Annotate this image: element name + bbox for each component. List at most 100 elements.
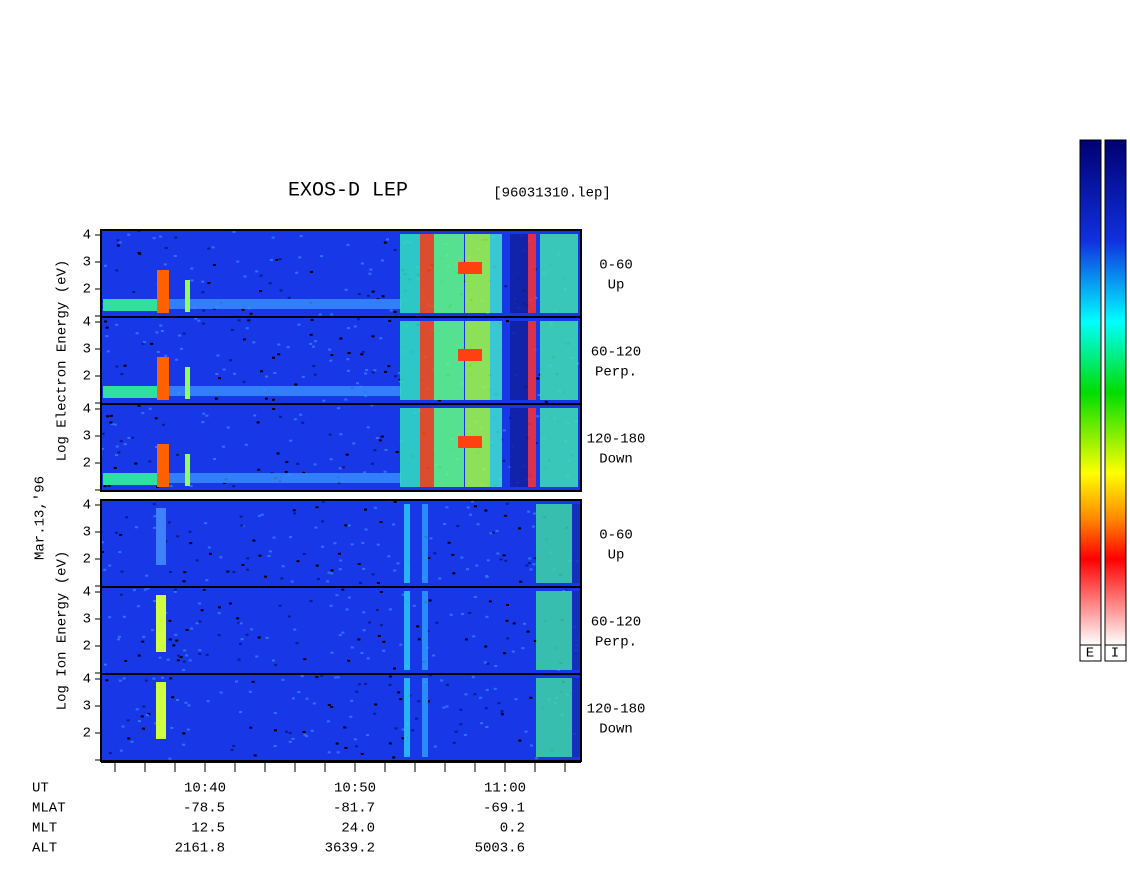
spectrogram-noise xyxy=(178,334,182,337)
spectrogram-noise xyxy=(142,705,146,708)
spectrogram-noise xyxy=(438,577,442,580)
spectrogram-noise xyxy=(363,471,367,474)
spectrogram-noise xyxy=(137,720,141,723)
spectrogram-noise xyxy=(155,331,159,334)
spectrogram-noise xyxy=(135,332,139,335)
spectrogram-noise xyxy=(273,711,277,714)
spectrogram-noise xyxy=(466,568,470,571)
spectrogram-noise xyxy=(327,751,331,754)
ephemeris-value: 2161.8 xyxy=(175,841,225,857)
panel-frame xyxy=(100,403,582,492)
date: Mar.13,'96 xyxy=(33,476,49,560)
spectrogram-noise xyxy=(265,375,269,378)
spectrogram-noise xyxy=(137,654,141,657)
spectrogram-noise xyxy=(433,552,437,555)
spectrogram-noise xyxy=(124,659,128,662)
spectrogram-noise xyxy=(362,567,366,570)
spectrogram-noise xyxy=(347,524,351,527)
spectrogram-noise xyxy=(182,332,186,335)
spectrogram-noise xyxy=(536,377,540,380)
spectrogram-noise xyxy=(187,704,191,707)
spectrogram-noise xyxy=(489,532,493,535)
spectrogram-noise xyxy=(396,562,400,565)
spectrogram-band xyxy=(400,234,420,313)
spectrogram-noise xyxy=(449,613,453,616)
spectrogram-noise xyxy=(499,558,503,561)
spectrogram-noise xyxy=(123,443,127,446)
spectrogram-noise xyxy=(246,557,250,560)
spectrogram-noise xyxy=(471,676,475,679)
spectrogram-noise xyxy=(288,731,292,734)
spectrogram-noise xyxy=(109,414,113,417)
spectrogram-noise xyxy=(156,350,160,353)
spectrogram-band xyxy=(540,408,578,487)
spectrogram-noise xyxy=(154,722,158,725)
spectrogram-noise xyxy=(375,609,379,612)
spectrogram-noise xyxy=(294,383,298,386)
spectrogram-noise xyxy=(176,535,180,538)
spectrogram-noise xyxy=(110,422,114,425)
spectrogram-noise xyxy=(345,453,349,456)
spectrogram-noise xyxy=(445,705,449,708)
spectrogram-noise xyxy=(249,726,253,729)
spectrogram xyxy=(101,587,581,674)
spectrogram-burst xyxy=(157,357,169,400)
spectrogram xyxy=(101,500,581,587)
spectrogram-noise xyxy=(160,676,164,679)
spectrogram-noise xyxy=(271,236,275,239)
spectrogram-noise xyxy=(240,638,244,641)
spectrogram-noise xyxy=(232,485,236,488)
spectrogram-noise xyxy=(280,577,284,580)
spectrogram-noise xyxy=(484,645,488,648)
spectrogram-noise xyxy=(295,642,299,645)
spectrogram-burst xyxy=(185,280,190,312)
spectrogram-noise xyxy=(182,743,186,746)
spectrogram-noise xyxy=(329,604,333,607)
spectrogram-noise xyxy=(168,757,172,760)
spectrogram-noise xyxy=(275,258,279,261)
panel-angle: 60-120 xyxy=(591,345,641,361)
spectrogram-noise xyxy=(103,568,107,571)
spectrogram-band xyxy=(161,386,401,396)
spectrogram-noise xyxy=(347,327,351,330)
y-tick-label: 3 xyxy=(83,699,91,715)
spectrogram-noise xyxy=(417,638,421,641)
spectrogram-noise xyxy=(529,696,533,699)
spectrogram-noise xyxy=(461,612,465,615)
spectrogram-noise xyxy=(483,661,487,664)
spectrogram-noise xyxy=(397,691,401,694)
spectrogram-noise xyxy=(383,241,387,244)
spectrogram-noise xyxy=(230,328,234,331)
spectrogram-noise xyxy=(485,576,489,579)
spectrogram-noise xyxy=(370,462,374,465)
spectrogram-noise xyxy=(373,369,377,372)
spectrogram-noise xyxy=(161,423,165,426)
spectrogram-noise xyxy=(120,373,124,376)
spectrogram-noise xyxy=(532,563,536,566)
spectrogram-noise xyxy=(357,683,361,686)
spectrogram-noise xyxy=(320,674,324,677)
spectrogram-noise xyxy=(257,468,261,471)
spectrogram-noise xyxy=(245,327,249,330)
spectrogram-noise xyxy=(278,604,282,607)
spectrogram-noise xyxy=(302,471,306,474)
spectrogram-noise xyxy=(298,256,302,259)
spectrogram-noise xyxy=(355,382,359,385)
spectrogram-noise xyxy=(145,714,149,717)
file-name: [96031310.lep] xyxy=(493,186,611,202)
spectrogram-noise xyxy=(175,639,179,642)
spectrogram-noise xyxy=(326,580,330,583)
spectrogram-noise xyxy=(108,752,112,755)
spectrogram-noise xyxy=(213,457,217,460)
spectrogram-noise xyxy=(350,646,354,649)
spectrogram-noise xyxy=(119,749,123,752)
spectrogram-noise xyxy=(169,677,173,680)
spectrogram-noise xyxy=(339,433,343,436)
spectrogram-noise xyxy=(345,608,349,611)
spectrogram-noise xyxy=(137,252,141,255)
spectrogram-noise xyxy=(207,247,211,250)
spectrogram-noise xyxy=(293,628,297,631)
spectrogram-noise xyxy=(309,600,313,603)
ephemeris-value: 11:00 xyxy=(484,781,526,797)
